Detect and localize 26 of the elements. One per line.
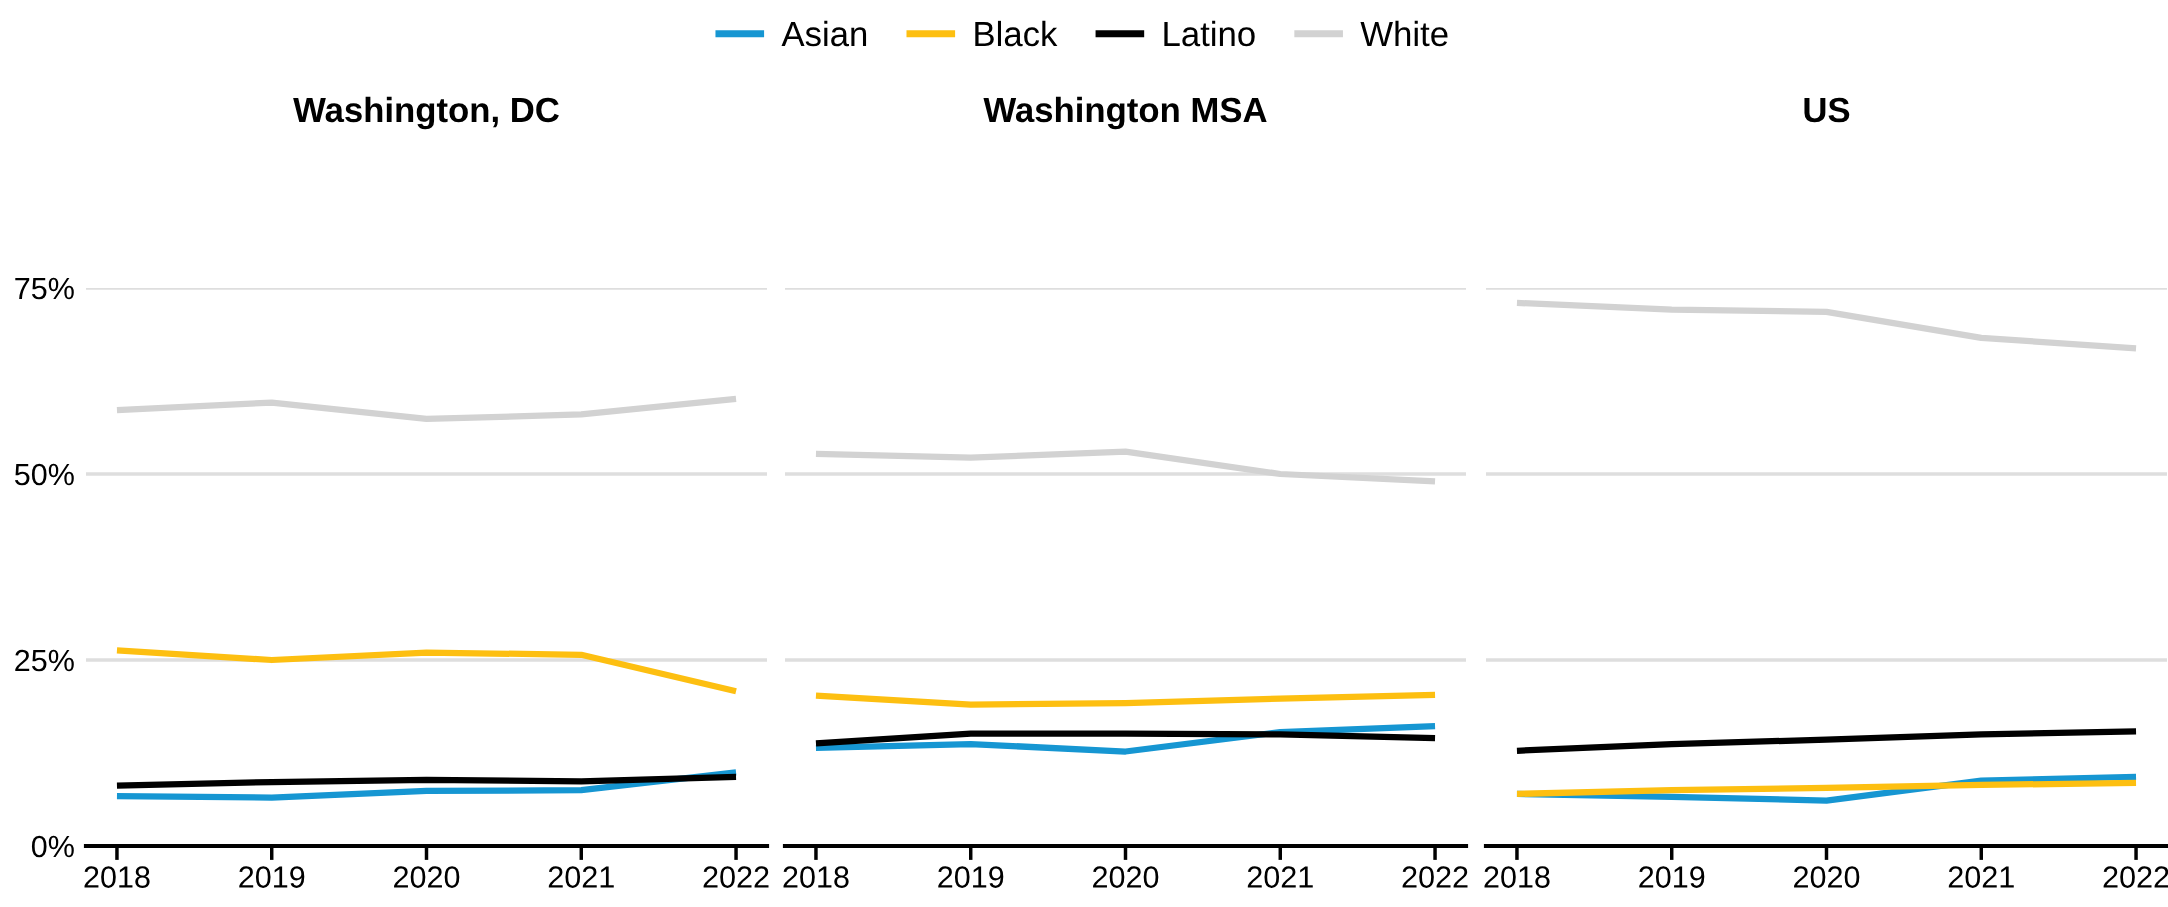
y-tick-label: 75% bbox=[15, 277, 74, 300]
x-tick-label: 2022 bbox=[2103, 866, 2168, 888]
legend-label: Asian bbox=[781, 20, 867, 47]
legend-label: White bbox=[1360, 20, 1448, 47]
chart-title: US bbox=[1804, 97, 1850, 123]
y-tick-label: 0% bbox=[31, 835, 74, 858]
x-tick-label: 2021 bbox=[1247, 866, 1313, 888]
x-tick-label: 2022 bbox=[1402, 866, 1468, 888]
x-tick-label: 2019 bbox=[239, 866, 305, 888]
x-tick-label: 2018 bbox=[1484, 866, 1550, 888]
x-tick-label: 2020 bbox=[1794, 866, 1860, 888]
legend-label: Latino bbox=[1164, 20, 1255, 47]
x-tick-label: 2019 bbox=[938, 866, 1004, 888]
x-tick-label: 2018 bbox=[84, 866, 150, 888]
x-tick-label: 2019 bbox=[1639, 866, 1705, 888]
x-tick-label: 2020 bbox=[394, 866, 460, 888]
legend-label: Black bbox=[975, 20, 1058, 47]
x-tick-label: 2020 bbox=[1093, 866, 1159, 888]
x-tick-label: 2021 bbox=[1948, 866, 2014, 888]
chart-title: Washington, DC bbox=[293, 96, 559, 130]
x-tick-label: 2021 bbox=[548, 866, 614, 888]
x-tick-label: 2022 bbox=[703, 866, 769, 888]
y-tick-label: 50% bbox=[14, 463, 74, 486]
x-tick-label: 2018 bbox=[783, 866, 849, 888]
y-tick-label: 25% bbox=[15, 649, 74, 672]
chart-title: Washington MSA bbox=[983, 96, 1267, 130]
